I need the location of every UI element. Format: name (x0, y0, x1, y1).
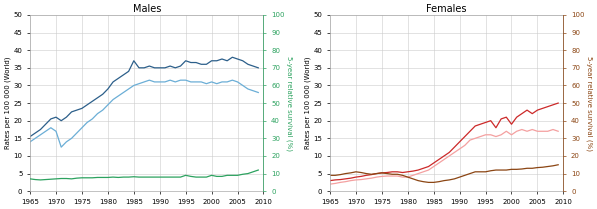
Title: Females: Females (426, 4, 467, 14)
Y-axis label: 5-year relative survival (%): 5-year relative survival (%) (586, 56, 593, 150)
Title: Males: Males (133, 4, 161, 14)
Y-axis label: 5-year relative survival (%): 5-year relative survival (%) (287, 56, 293, 150)
Y-axis label: Rates per 100 000 (World): Rates per 100 000 (World) (304, 57, 310, 149)
Y-axis label: Rates per 100 000 (World): Rates per 100 000 (World) (4, 57, 11, 149)
